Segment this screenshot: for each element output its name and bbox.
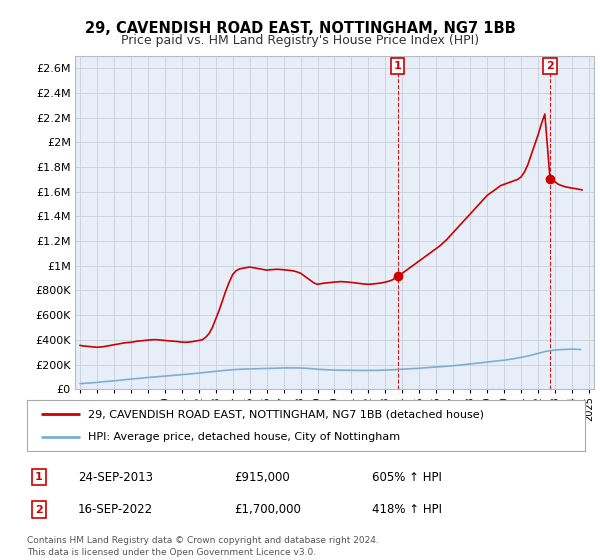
Text: 1: 1 — [35, 472, 43, 482]
Text: £1,700,000: £1,700,000 — [234, 503, 301, 516]
Text: £915,000: £915,000 — [234, 470, 290, 484]
Text: Contains HM Land Registry data © Crown copyright and database right 2024.
This d: Contains HM Land Registry data © Crown c… — [27, 536, 379, 557]
Text: HPI: Average price, detached house, City of Nottingham: HPI: Average price, detached house, City… — [88, 432, 401, 442]
Text: 2: 2 — [546, 61, 554, 71]
Text: 24-SEP-2013: 24-SEP-2013 — [78, 470, 153, 484]
Text: 1: 1 — [394, 61, 401, 71]
Text: Price paid vs. HM Land Registry's House Price Index (HPI): Price paid vs. HM Land Registry's House … — [121, 34, 479, 46]
Text: 29, CAVENDISH ROAD EAST, NOTTINGHAM, NG7 1BB (detached house): 29, CAVENDISH ROAD EAST, NOTTINGHAM, NG7… — [88, 409, 484, 419]
Text: 16-SEP-2022: 16-SEP-2022 — [78, 503, 153, 516]
Text: 418% ↑ HPI: 418% ↑ HPI — [372, 503, 442, 516]
Text: 605% ↑ HPI: 605% ↑ HPI — [372, 470, 442, 484]
Text: 29, CAVENDISH ROAD EAST, NOTTINGHAM, NG7 1BB: 29, CAVENDISH ROAD EAST, NOTTINGHAM, NG7… — [85, 21, 515, 36]
Text: 2: 2 — [35, 505, 43, 515]
